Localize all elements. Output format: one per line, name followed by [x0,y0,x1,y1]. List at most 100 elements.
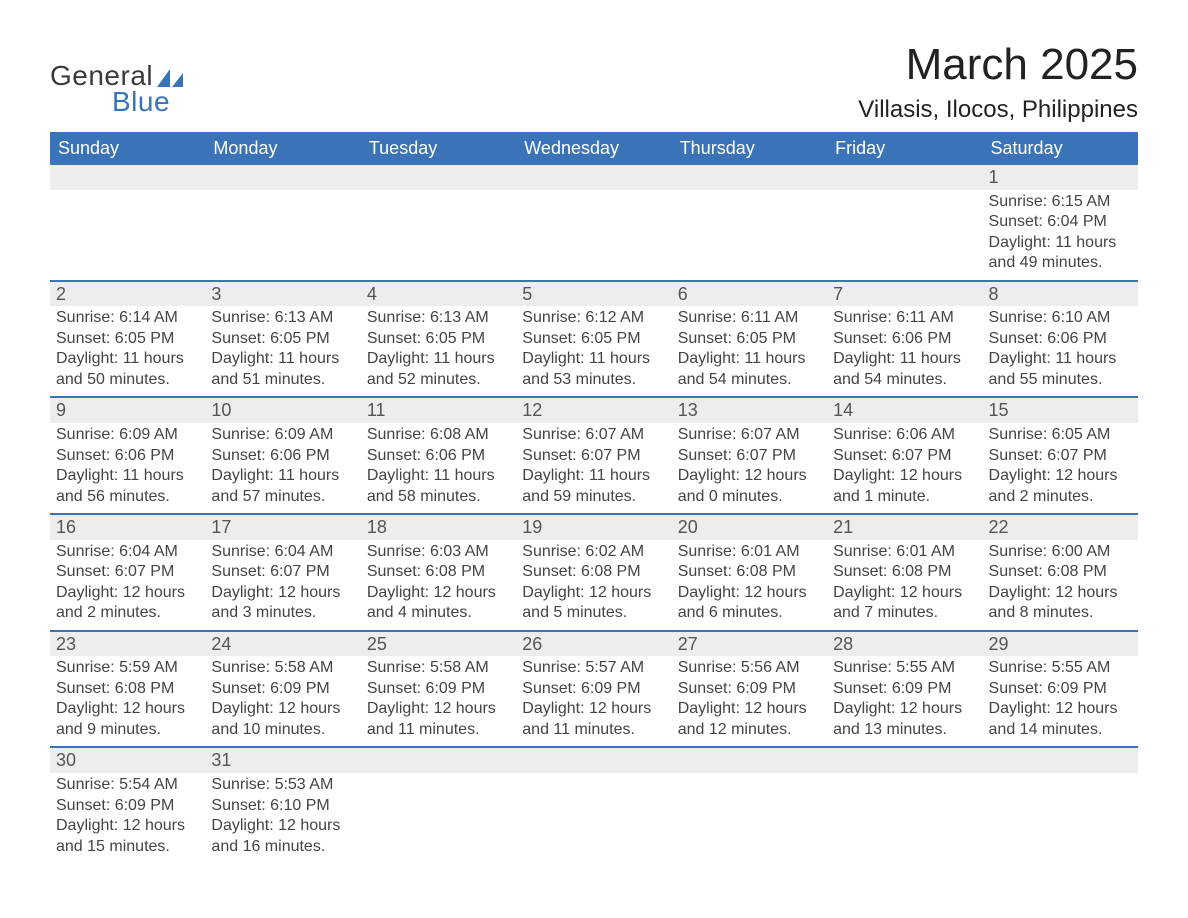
day-daylight2: and 15 minutes. [56,837,199,857]
dayhead-tuesday: Tuesday [361,132,516,165]
day-sunrise: Sunrise: 6:06 AM [833,425,976,445]
day-daylight2: and 10 minutes. [211,720,354,740]
day-sunset: Sunset: 6:06 PM [211,446,354,466]
day-sunrise: Sunrise: 6:04 AM [56,542,199,562]
day-daylight1: Daylight: 12 hours [56,583,199,603]
day-number: 10 [205,398,360,423]
calendar-cell: 4Sunrise: 6:13 AMSunset: 6:05 PMDaylight… [361,281,516,398]
day-body: Sunrise: 5:59 AMSunset: 6:08 PMDaylight:… [50,656,205,746]
day-daylight2: and 56 minutes. [56,487,199,507]
day-daylight1: Daylight: 11 hours [56,349,199,369]
day-sunrise: Sunrise: 5:56 AM [678,658,821,678]
day-daylight2: and 11 minutes. [522,720,665,740]
calendar-cell-empty [50,165,205,281]
calendar-cell: 12Sunrise: 6:07 AMSunset: 6:07 PMDayligh… [516,397,671,514]
day-body: Sunrise: 6:09 AMSunset: 6:06 PMDaylight:… [50,423,205,513]
day-number: 23 [50,632,205,657]
day-body: Sunrise: 6:01 AMSunset: 6:08 PMDaylight:… [827,540,982,630]
brand-text-blue: Blue [112,86,183,118]
day-body [827,773,982,857]
calendar-week-row: 23Sunrise: 5:59 AMSunset: 6:08 PMDayligh… [50,631,1138,748]
day-number: 2 [50,282,205,307]
day-daylight1: Daylight: 11 hours [522,466,665,486]
day-sunset: Sunset: 6:08 PM [678,562,821,582]
calendar-cell: 19Sunrise: 6:02 AMSunset: 6:08 PMDayligh… [516,514,671,631]
calendar-cell-empty [516,165,671,281]
day-sunset: Sunset: 6:09 PM [211,679,354,699]
calendar-cell-empty [361,165,516,281]
calendar-cell: 9Sunrise: 6:09 AMSunset: 6:06 PMDaylight… [50,397,205,514]
day-number: 16 [50,515,205,540]
dayhead-wednesday: Wednesday [516,132,671,165]
day-daylight1: Daylight: 12 hours [989,699,1132,719]
day-number: 9 [50,398,205,423]
day-number [827,165,982,190]
day-number: 14 [827,398,982,423]
day-daylight2: and 16 minutes. [211,837,354,857]
day-daylight1: Daylight: 12 hours [833,466,976,486]
day-sunrise: Sunrise: 6:03 AM [367,542,510,562]
day-number [672,748,827,773]
day-body [672,773,827,857]
day-number: 17 [205,515,360,540]
day-body: Sunrise: 5:53 AMSunset: 6:10 PMDaylight:… [205,773,360,863]
day-body: Sunrise: 6:03 AMSunset: 6:08 PMDaylight:… [361,540,516,630]
day-number [50,165,205,190]
day-sunrise: Sunrise: 6:15 AM [989,192,1132,212]
day-sunset: Sunset: 6:09 PM [522,679,665,699]
day-daylight2: and 2 minutes. [56,603,199,623]
sail-icon [157,69,183,87]
calendar-cell-empty [361,747,516,863]
day-sunrise: Sunrise: 6:08 AM [367,425,510,445]
day-daylight1: Daylight: 12 hours [56,816,199,836]
calendar-cell: 11Sunrise: 6:08 AMSunset: 6:06 PMDayligh… [361,397,516,514]
calendar-cell-empty [672,747,827,863]
day-daylight1: Daylight: 12 hours [56,699,199,719]
day-sunrise: Sunrise: 6:07 AM [678,425,821,445]
dayhead-monday: Monday [205,132,360,165]
day-daylight2: and 54 minutes. [678,370,821,390]
day-daylight2: and 0 minutes. [678,487,821,507]
day-sunrise: Sunrise: 6:05 AM [989,425,1132,445]
day-daylight1: Daylight: 12 hours [678,466,821,486]
calendar-cell: 8Sunrise: 6:10 AMSunset: 6:06 PMDaylight… [983,281,1138,398]
day-body: Sunrise: 6:09 AMSunset: 6:06 PMDaylight:… [205,423,360,513]
calendar-week-row: 2Sunrise: 6:14 AMSunset: 6:05 PMDaylight… [50,281,1138,398]
dayhead-sunday: Sunday [50,132,205,165]
calendar-week-row: 1Sunrise: 6:15 AMSunset: 6:04 PMDaylight… [50,165,1138,281]
day-sunset: Sunset: 6:06 PM [833,329,976,349]
calendar-cell-empty [983,747,1138,863]
day-body: Sunrise: 5:57 AMSunset: 6:09 PMDaylight:… [516,656,671,746]
calendar-cell: 13Sunrise: 6:07 AMSunset: 6:07 PMDayligh… [672,397,827,514]
day-daylight1: Daylight: 12 hours [367,583,510,603]
day-sunset: Sunset: 6:07 PM [211,562,354,582]
day-number: 7 [827,282,982,307]
day-daylight2: and 5 minutes. [522,603,665,623]
day-body: Sunrise: 5:56 AMSunset: 6:09 PMDaylight:… [672,656,827,746]
day-number: 12 [516,398,671,423]
day-sunrise: Sunrise: 6:13 AM [211,308,354,328]
day-number [983,748,1138,773]
day-daylight1: Daylight: 12 hours [211,583,354,603]
day-sunset: Sunset: 6:09 PM [367,679,510,699]
calendar-cell: 16Sunrise: 6:04 AMSunset: 6:07 PMDayligh… [50,514,205,631]
day-sunrise: Sunrise: 5:58 AM [367,658,510,678]
day-body: Sunrise: 6:02 AMSunset: 6:08 PMDaylight:… [516,540,671,630]
day-body: Sunrise: 6:01 AMSunset: 6:08 PMDaylight:… [672,540,827,630]
day-body: Sunrise: 6:12 AMSunset: 6:05 PMDaylight:… [516,306,671,396]
day-body: Sunrise: 6:07 AMSunset: 6:07 PMDaylight:… [516,423,671,513]
day-body: Sunrise: 6:07 AMSunset: 6:07 PMDaylight:… [672,423,827,513]
calendar-week-row: 9Sunrise: 6:09 AMSunset: 6:06 PMDaylight… [50,397,1138,514]
day-body: Sunrise: 6:14 AMSunset: 6:05 PMDaylight:… [50,306,205,396]
day-number: 22 [983,515,1138,540]
day-daylight1: Daylight: 11 hours [989,233,1132,253]
day-body: Sunrise: 6:11 AMSunset: 6:06 PMDaylight:… [827,306,982,396]
day-number: 25 [361,632,516,657]
calendar-cell-empty [205,165,360,281]
day-daylight2: and 1 minute. [833,487,976,507]
day-number: 30 [50,748,205,773]
day-number: 31 [205,748,360,773]
calendar-cell: 27Sunrise: 5:56 AMSunset: 6:09 PMDayligh… [672,631,827,748]
day-daylight2: and 14 minutes. [989,720,1132,740]
day-daylight2: and 2 minutes. [989,487,1132,507]
